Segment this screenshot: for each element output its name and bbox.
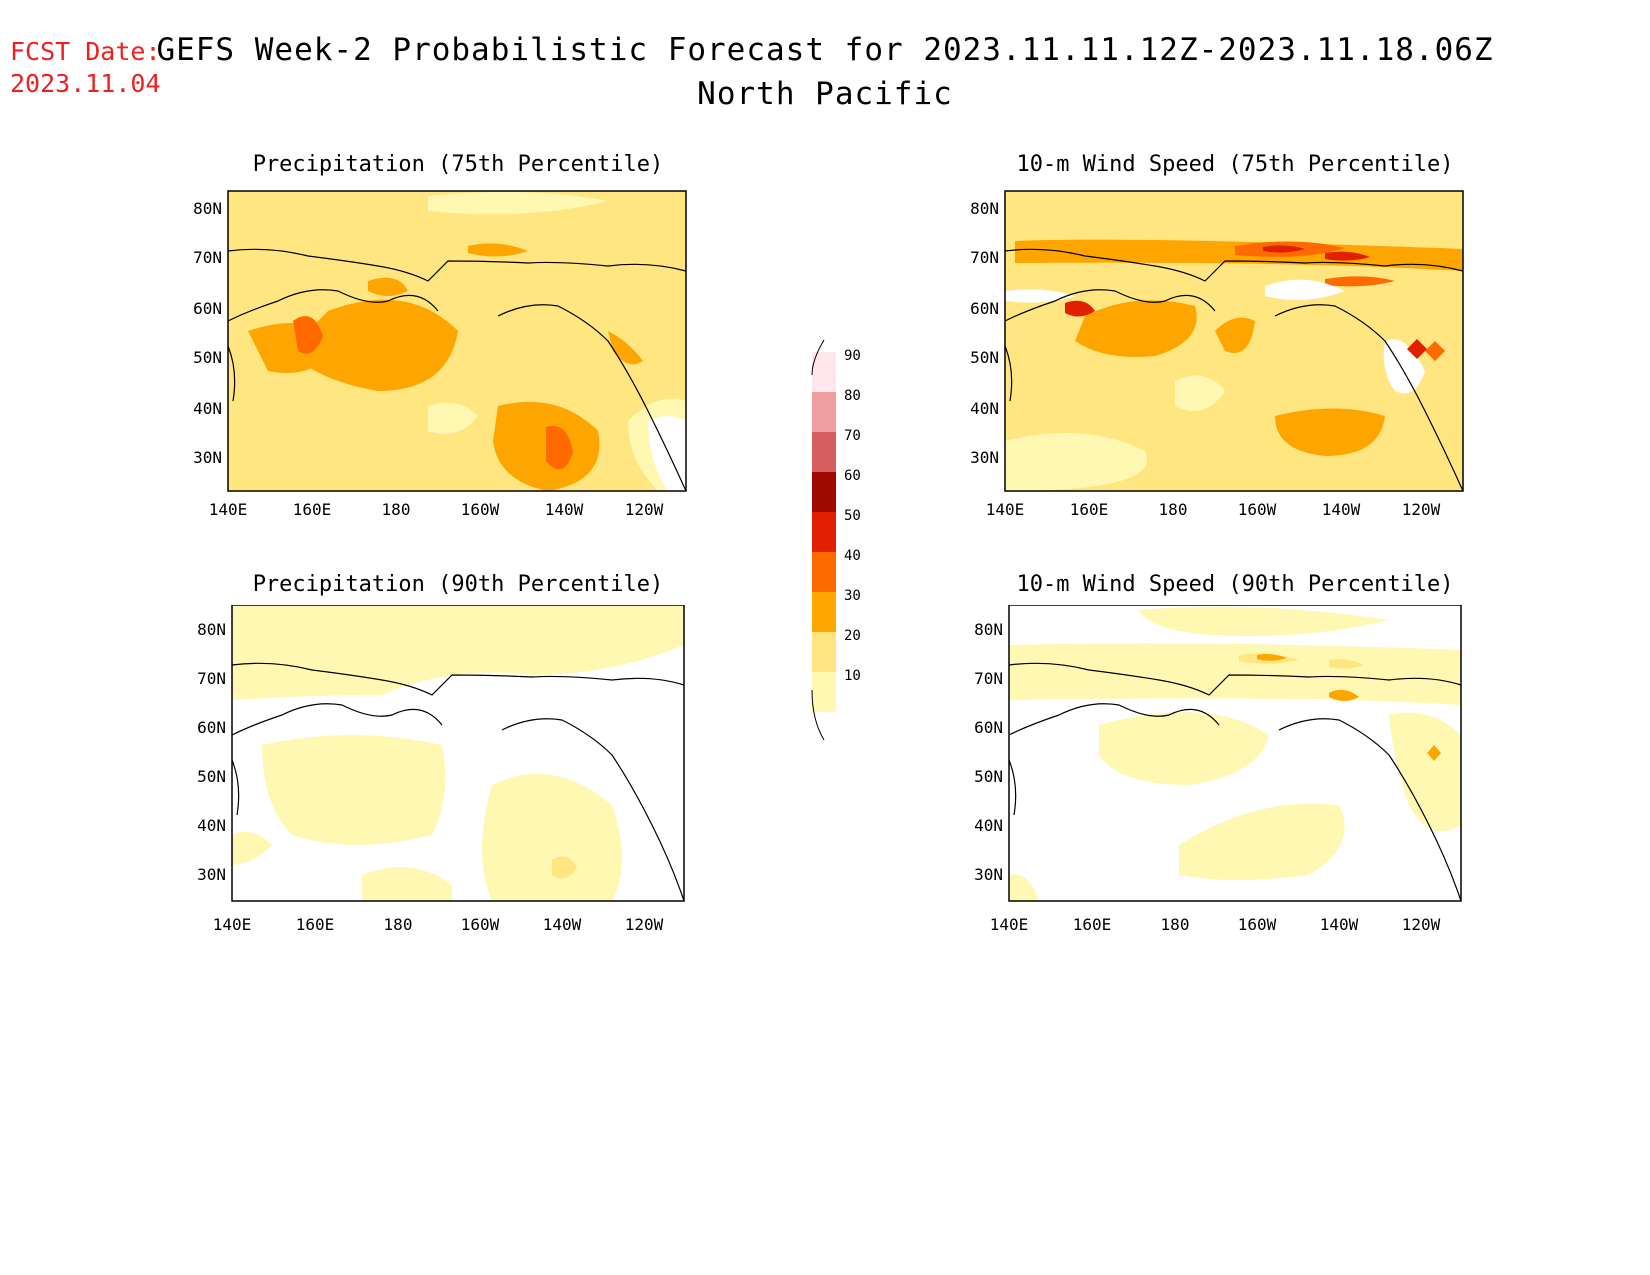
svg-text:120W: 120W — [1402, 915, 1441, 934]
svg-text:70N: 70N — [970, 248, 999, 267]
svg-text:60N: 60N — [970, 299, 999, 318]
colorbar-box-50 — [812, 512, 836, 552]
colorbar-label-20: 20 — [844, 628, 860, 644]
panel-title-wind90: 10-m Wind Speed (90th Percentile) — [1016, 572, 1454, 597]
svg-text:40N: 40N — [193, 399, 222, 418]
svg-text:140E: 140E — [213, 915, 252, 934]
svg-text:160W: 160W — [1238, 915, 1277, 934]
colorbar-label-90: 90 — [844, 348, 860, 364]
svg-text:120W: 120W — [625, 915, 664, 934]
svg-text:40N: 40N — [970, 399, 999, 418]
colorbar-label-50: 50 — [844, 508, 860, 524]
colorbar-box-60 — [812, 472, 836, 512]
svg-text:180: 180 — [1161, 915, 1190, 934]
forecast-date: FCST Date: 2023.11.04 — [10, 36, 161, 100]
svg-text:40N: 40N — [197, 816, 226, 835]
colorbar-box-80 — [812, 392, 836, 432]
colorbar: 90 80 70 60 50 40 30 20 10 — [811, 339, 860, 741]
svg-text:160W: 160W — [461, 915, 500, 934]
svg-text:50N: 50N — [970, 348, 999, 367]
colorbar-box-10 — [812, 672, 836, 712]
svg-text:30N: 30N — [974, 865, 1003, 884]
forecast-date-label: FCST Date: — [10, 37, 161, 66]
svg-text:160W: 160W — [1238, 500, 1277, 519]
colorbar-box-90 — [812, 352, 836, 392]
svg-text:140W: 140W — [543, 915, 582, 934]
colorbar-label-70: 70 — [844, 428, 860, 444]
svg-text:140E: 140E — [986, 500, 1025, 519]
svg-text:50N: 50N — [974, 767, 1003, 786]
svg-text:160E: 160E — [293, 500, 332, 519]
page-title: GEFS Week-2 Probabilistic Forecast for 2… — [156, 32, 1494, 68]
svg-text:80N: 80N — [970, 199, 999, 218]
map-panel-precip75: 80N 70N 60N 50N 40N 30N 140E 160E 180 160W 140W… — [193, 190, 687, 519]
panel-title-wind75: 10-m Wind Speed (75th Percentile) — [1016, 152, 1454, 177]
colorbar-label-60: 60 — [844, 468, 860, 484]
map-panel-wind75: 80N 70N 60N 50N 40N 30N 140E 160E 180 160W 140W… — [970, 190, 1464, 519]
svg-text:70N: 70N — [193, 248, 222, 267]
svg-text:140W: 140W — [545, 500, 584, 519]
colorbar-label-40: 40 — [844, 548, 860, 564]
svg-text:120W: 120W — [1402, 500, 1441, 519]
svg-text:120W: 120W — [625, 500, 664, 519]
svg-text:160E: 160E — [1073, 915, 1112, 934]
colorbar-boxes — [812, 352, 836, 712]
svg-text:160E: 160E — [296, 915, 335, 934]
svg-text:140E: 140E — [990, 915, 1029, 934]
svg-text:80N: 80N — [974, 620, 1003, 639]
svg-text:40N: 40N — [974, 816, 1003, 835]
colorbar-box-20 — [812, 632, 836, 672]
map-panel-precip90: 80N 70N 60N 50N 40N 30N 140E 160E 180 160W 140W… — [197, 605, 685, 934]
svg-text:180: 180 — [1159, 500, 1188, 519]
svg-text:30N: 30N — [970, 448, 999, 467]
panel-title-precip90: Precipitation (90th Percentile) — [252, 572, 664, 597]
svg-text:140W: 140W — [1322, 500, 1361, 519]
colorbar-label-10: 10 — [844, 668, 860, 684]
colorbar-labels: 90 80 70 60 50 40 30 20 10 — [844, 348, 860, 684]
svg-text:160W: 160W — [461, 500, 500, 519]
svg-text:180: 180 — [384, 915, 413, 934]
colorbar-label-80: 80 — [844, 388, 860, 404]
svg-text:140E: 140E — [209, 500, 248, 519]
colorbar-label-30: 30 — [844, 588, 860, 604]
map-panel-wind90: 80N 70N 60N 50N 40N 30N 140E 160E 180 160W 140W… — [974, 605, 1462, 934]
svg-text:140W: 140W — [1320, 915, 1359, 934]
svg-text:30N: 30N — [193, 448, 222, 467]
svg-text:60N: 60N — [197, 718, 226, 737]
colorbar-box-70 — [812, 432, 836, 472]
colorbar-box-40 — [812, 552, 836, 592]
svg-text:80N: 80N — [193, 199, 222, 218]
svg-text:50N: 50N — [197, 767, 226, 786]
svg-text:60N: 60N — [974, 718, 1003, 737]
panel-title-precip75: Precipitation (75th Percentile) — [252, 152, 664, 177]
svg-text:80N: 80N — [197, 620, 226, 639]
svg-text:160E: 160E — [1070, 500, 1109, 519]
region-title: North Pacific — [697, 76, 953, 112]
svg-text:180: 180 — [382, 500, 411, 519]
svg-text:30N: 30N — [197, 865, 226, 884]
svg-text:70N: 70N — [974, 669, 1003, 688]
forecast-date-value: 2023.11.04 — [10, 69, 161, 98]
svg-text:50N: 50N — [193, 348, 222, 367]
svg-text:70N: 70N — [197, 669, 226, 688]
colorbar-box-30 — [812, 592, 836, 632]
svg-text:60N: 60N — [193, 299, 222, 318]
